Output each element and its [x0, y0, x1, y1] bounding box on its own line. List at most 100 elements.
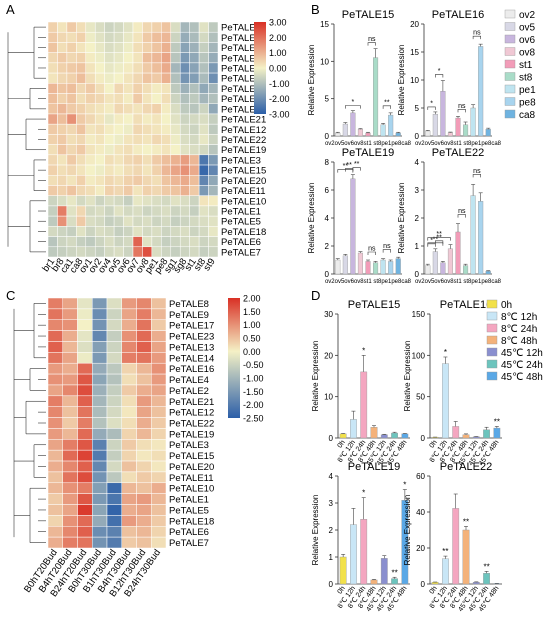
x-tick-label: 0h: [429, 585, 439, 595]
heatmap-cell: [113, 215, 124, 227]
heatmap-cell: [104, 62, 115, 74]
row-label: PeTALE5: [221, 217, 261, 228]
bar: [380, 558, 388, 585]
heatmap-cell: [76, 246, 87, 258]
legend-swatch: [486, 323, 498, 333]
heatmap-cell: [208, 154, 219, 166]
scale-tick: 2.00: [243, 294, 261, 304]
x-tick-labels: ov2ov5ov6ov8st1 st8pe1pe8ca8: [415, 279, 502, 285]
heatmap-cell: [106, 395, 122, 407]
heatmap-cell: [151, 21, 162, 33]
heatmap-cell: [132, 31, 143, 43]
heatmap-cell: [94, 31, 105, 43]
heatmap-cell: [151, 236, 162, 248]
heatmap-cell: [151, 93, 162, 104]
bar: [472, 582, 480, 585]
row-label: PeTALE23: [169, 332, 214, 343]
heatmap-cell: [151, 72, 162, 84]
bar: [357, 129, 363, 137]
heatmap-cell: [198, 226, 209, 237]
heatmap-cell: [113, 52, 124, 64]
significance-mark: *: [444, 348, 447, 357]
y-tick-label: 10: [320, 57, 329, 66]
heatmap-cell: [142, 31, 153, 43]
heatmap-cell: [208, 175, 219, 186]
row-label: PeTALE9: [221, 33, 261, 44]
heatmap-cell: [92, 428, 108, 440]
y-tick-label: 0: [329, 434, 334, 443]
bar: [442, 363, 449, 439]
heatmap-cell: [198, 154, 209, 166]
heatmap-cell: [113, 236, 124, 248]
heatmap-cell: [142, 226, 153, 237]
heatmap-cell: [77, 515, 93, 527]
heatmap-cell: [151, 134, 162, 145]
heatmap-cell: [142, 93, 153, 104]
significance-mark: **: [433, 236, 439, 243]
bar: [463, 265, 469, 275]
heatmap-cell: [121, 384, 137, 397]
bar: [478, 46, 484, 137]
row-label: PeTALE3: [221, 155, 261, 166]
heatmap-cell: [85, 164, 96, 176]
heatmap-cell: [151, 352, 167, 364]
heatmap-cell: [106, 536, 122, 549]
heatmap-cell: [92, 384, 108, 397]
heatmap-cell: [179, 205, 190, 217]
heatmap-cell: [136, 526, 152, 538]
heatmap-cell: [62, 362, 78, 375]
heatmap-cell: [136, 406, 152, 418]
heatmap-cell: [62, 341, 78, 353]
heatmap-cell: [123, 226, 134, 237]
bar: [440, 262, 446, 275]
heatmap-cell: [77, 352, 93, 364]
heatmap-cell: [62, 482, 78, 494]
heatmap-cell: [92, 330, 108, 342]
heatmap-cell: [66, 226, 77, 237]
legend-swatch: [504, 84, 516, 94]
heatmap-cell: [198, 72, 209, 84]
row-label: PeTALE2: [169, 386, 209, 397]
heatmap-cell: [198, 113, 209, 125]
heatmap-cell: [151, 83, 162, 94]
heatmap-cell: [121, 319, 137, 331]
heatmap-cell: [85, 93, 96, 104]
significance-mark: **: [436, 234, 442, 241]
row-label: PeTALE8: [169, 299, 209, 310]
heatmap-cell: [106, 471, 122, 484]
heatmap-cell: [57, 134, 68, 145]
heatmap-cell: [161, 52, 172, 64]
bar: [483, 429, 490, 439]
heatmap-cell: [151, 471, 167, 484]
y-tick-label: 60: [416, 472, 425, 481]
y-tick-label: 3: [415, 186, 420, 195]
heatmap-cell: [66, 134, 77, 145]
legend-label: pe8: [519, 98, 536, 109]
row-label: PeTALE18: [169, 516, 214, 527]
heatmap-cell: [47, 319, 63, 331]
significance-bracket: [345, 105, 361, 109]
heatmap-cell: [106, 449, 122, 462]
row-label: PeTALE10: [221, 196, 266, 207]
bar: [391, 578, 398, 585]
heatmap-cell: [208, 134, 219, 145]
heatmap-cell: [85, 226, 96, 237]
heatmap-cell: [142, 246, 153, 258]
heatmap-cell: [189, 93, 200, 104]
heatmap-cell: [85, 134, 96, 145]
heatmap-cell: [47, 395, 63, 407]
y-axis-label: Relative Expression: [311, 341, 320, 412]
heatmap-cell: [104, 154, 115, 166]
row-label: PeTALE19: [169, 429, 214, 440]
heatmap-cell: [77, 319, 93, 331]
legend-label: ov5: [519, 23, 536, 34]
heatmap-cell: [132, 62, 143, 74]
bar: [342, 255, 348, 275]
heatmap-cell: [123, 144, 134, 156]
heatmap-cell: [85, 144, 96, 156]
row-label: PeTALE19: [221, 145, 266, 156]
heatmap-cell: [77, 417, 93, 429]
panel-label-b: B: [311, 2, 320, 17]
heatmap-cell: [136, 352, 152, 364]
